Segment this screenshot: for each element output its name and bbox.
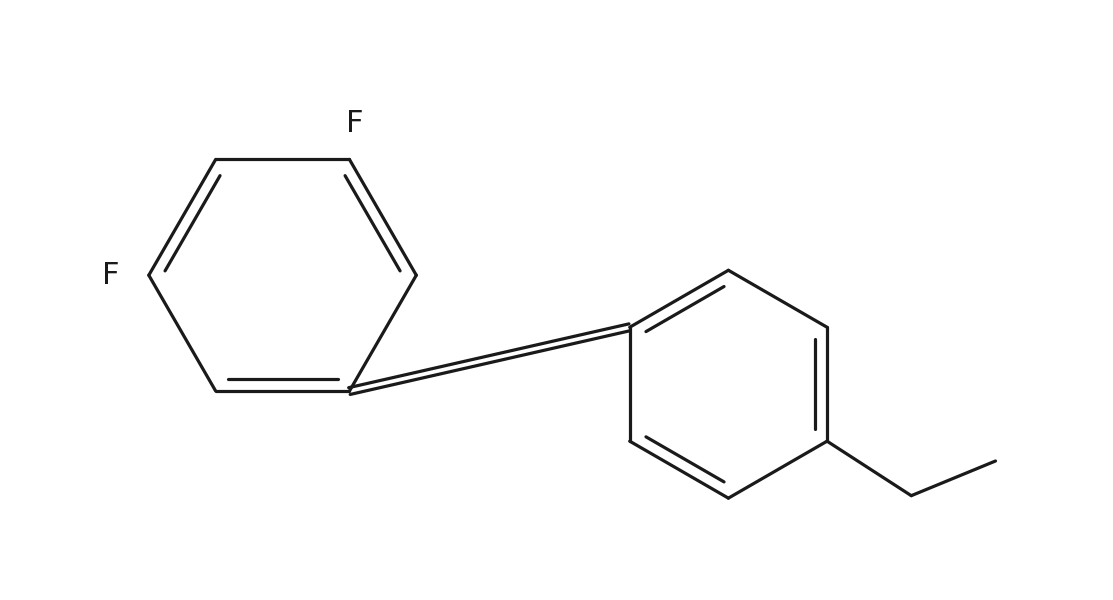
Text: F: F — [101, 261, 119, 290]
Text: F: F — [346, 109, 363, 137]
